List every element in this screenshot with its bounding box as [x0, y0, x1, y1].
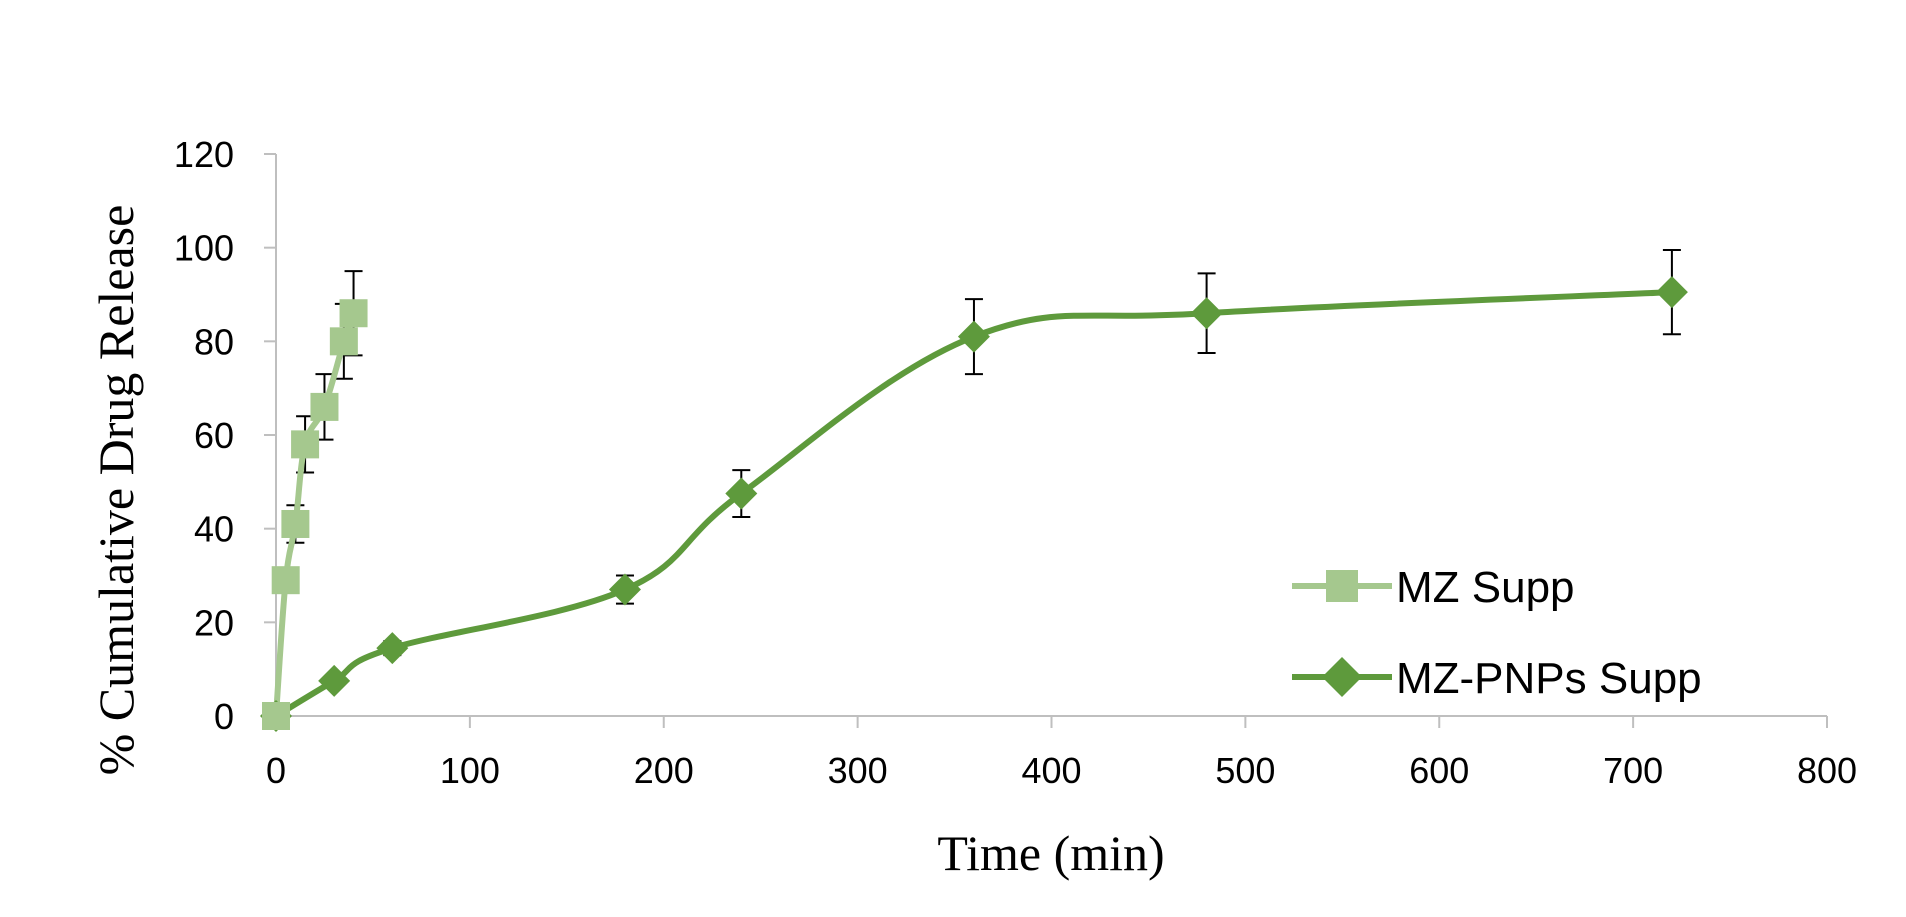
y-tick-label: 60 [194, 415, 234, 456]
y-tick-label: 120 [174, 134, 234, 175]
series-line-mz-pnps-supp [273, 289, 1675, 719]
y-tick-label: 0 [214, 696, 234, 737]
x-tick-label: 700 [1603, 750, 1663, 791]
data-point-mz-pnps-supp [1655, 276, 1688, 309]
legend-item-mz-pnps-supp: MZ-PNPs Supp [1292, 654, 1702, 703]
x-tick-label: 0 [266, 750, 286, 791]
y-tick-label: 100 [174, 228, 234, 269]
data-point-mz-supp [339, 299, 368, 328]
data-point-mz-pnps-supp [608, 573, 641, 606]
x-tick-label: 400 [1021, 750, 1081, 791]
y-tick-label: 40 [194, 509, 234, 550]
legend-label-mz-pnps-supp: MZ-PNPs Supp [1396, 654, 1702, 703]
x-tick-label: 100 [440, 750, 500, 791]
x-tick-label: 800 [1797, 750, 1857, 791]
x-tick-label: 300 [828, 750, 888, 791]
data-point-mz-pnps-supp [725, 477, 758, 510]
x-axis-title: Time (min) [937, 825, 1164, 881]
y-tick-label: 80 [194, 321, 234, 362]
data-point-mz-supp [329, 327, 358, 356]
series-markers [260, 276, 1688, 732]
x-tick-label: 200 [634, 750, 694, 791]
y-ticks: 0 20 40 60 80 100 120 [174, 134, 276, 737]
legend-item-mz-supp: MZ Supp [1292, 563, 1575, 612]
data-point-mz-supp [262, 702, 290, 730]
legend-label-mz-supp: MZ Supp [1396, 563, 1575, 612]
data-point-mz-supp [310, 392, 339, 421]
legend-diamond-marker-icon [1322, 657, 1362, 697]
data-point-mz-pnps-supp [1190, 297, 1223, 330]
x-tick-label: 600 [1409, 750, 1469, 791]
data-point-mz-pnps-supp [318, 664, 351, 697]
data-point-mz-pnps-supp [957, 320, 990, 353]
data-point-mz-supp [281, 509, 310, 538]
x-ticks: 0 100 200 300 400 500 600 700 800 [266, 716, 1857, 791]
legend-square-marker-icon [1326, 570, 1358, 602]
data-point-mz-supp [291, 430, 320, 459]
legend: MZ Supp MZ-PNPs Supp [1292, 563, 1702, 703]
x-tick-label: 500 [1215, 750, 1275, 791]
axes [275, 154, 1827, 717]
y-axis-title: % Cumulative Drug Release [88, 205, 144, 776]
data-point-mz-pnps-supp [376, 632, 409, 665]
y-tick-label: 20 [194, 602, 234, 643]
data-point-mz-supp [271, 566, 300, 595]
